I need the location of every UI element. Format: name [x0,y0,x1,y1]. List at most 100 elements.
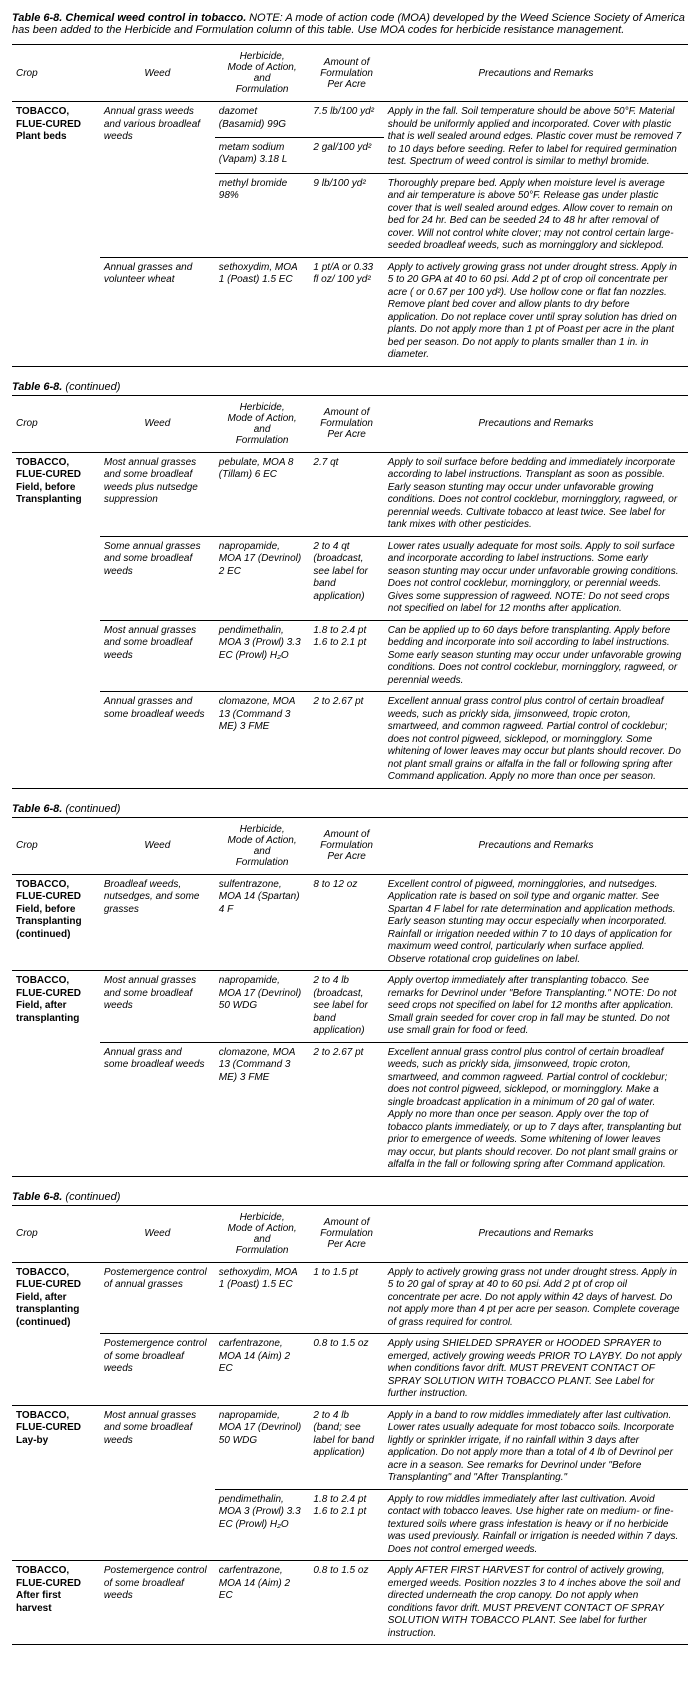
col-header-herb: Herbicide,Mode of Action,andFormulation [215,395,310,452]
amount-cell: 1 to 1.5 pt [309,1262,383,1334]
amount-cell: 2 to 4 lb (band; see label for band appl… [309,1405,383,1489]
col-header-crop: Crop [12,817,100,874]
table-row: TOBACCO, FLUE-CURED Field, after transpl… [12,1262,688,1334]
col-header-prec: Precautions and Remarks [384,1205,688,1262]
weed-cell: Most annual grasses and some broadleaf w… [100,971,215,1043]
crop-cell: TOBACCO, FLUE-CURED Field, before Transp… [12,874,100,971]
col-header-weed: Weed [100,45,215,102]
herbicide-cell: methyl bromide 98% [215,173,310,257]
precautions-cell: Apply AFTER FIRST HARVEST for control of… [384,1561,688,1645]
continued-label: Table 6-8. (continued) [12,381,688,393]
precautions-cell: Thoroughly prepare bed. Apply when moist… [384,173,688,257]
herbicide-cell: carfentrazone, MOA 14 (Aim) 2 EC [215,1334,310,1406]
weed-cell: Broadleaf weeds, nutsedges, and some gra… [100,874,215,971]
weed-cell: Most annual grasses and some broadleaf w… [100,452,215,536]
amount-cell: 2 to 4 qt (broadcast, see label for band… [309,536,383,620]
table-row: Some annual grasses and some broadleaf w… [12,536,688,620]
precautions-cell: Apply to actively growing grass not unde… [384,1262,688,1334]
table-row: TOBACCO, FLUE-CURED Plant bedsAnnual gra… [12,102,688,138]
table-row: TOBACCO, FLUE-CURED After first harvestP… [12,1561,688,1645]
herbicide-cell: sulfentrazone, MOA 14 (Spartan) 4 F [215,874,310,971]
herbicide-cell: sethoxydim, MOA 1 (Poast) 1.5 EC [215,1262,310,1334]
precautions-cell: Can be applied up to 60 days before tran… [384,620,688,692]
crop-cell: TOBACCO, FLUE-CURED Lay-by [12,1405,100,1561]
col-header-amt: Amount ofFormulationPer Acre [309,817,383,874]
table-row: TOBACCO, FLUE-CURED Lay-byMost annual gr… [12,1405,688,1489]
weed-cell: Postemergence control of some broadleaf … [100,1561,215,1645]
weed-cell: Most annual grasses and some broadleaf w… [100,620,215,692]
col-header-amt: Amount ofFormulationPer Acre [309,1205,383,1262]
weed-cell: Annual grasses and some broadleaf weeds [100,692,215,789]
table-caption: Table 6-8. Chemical weed control in toba… [12,12,688,36]
col-header-amt: Amount ofFormulationPer Acre [309,45,383,102]
continued-label: Table 6-8. (continued) [12,803,688,815]
col-header-herb: Herbicide,Mode of Action,andFormulation [215,817,310,874]
herbicide-cell: clomazone, MOA 13 (Command 3 ME) 3 FME [215,692,310,789]
precautions-cell: Excellent annual grass control plus cont… [384,1042,688,1176]
herbicide-cell: dazomet (Basamid) 99G [215,102,310,138]
amount-cell: 2.7 qt [309,452,383,536]
herbicide-table: CropWeedHerbicide,Mode of Action,andForm… [12,44,688,367]
precautions-cell: Apply to soil surface before bedding and… [384,452,688,536]
amount-cell: 0.8 to 1.5 oz [309,1334,383,1406]
crop-cell: TOBACCO, FLUE-CURED Field, before Transp… [12,452,100,788]
weed-cell: Annual grass and some broadleaf weeds [100,1042,215,1176]
amount-cell: 9 lb/100 yd² [309,173,383,257]
col-header-herb: Herbicide,Mode of Action,andFormulation [215,45,310,102]
herbicide-table: CropWeedHerbicide,Mode of Action,andForm… [12,817,688,1177]
crop-cell: TOBACCO, FLUE-CURED Plant beds [12,102,100,367]
amount-cell: 1.8 to 2.4 pt 1.6 to 2.1 pt [309,620,383,692]
col-header-weed: Weed [100,817,215,874]
table-row: Most annual grasses and some broadleaf w… [12,620,688,692]
crop-cell: TOBACCO, FLUE-CURED Field, after transpl… [12,971,100,1177]
weed-cell: Some annual grasses and some broadleaf w… [100,536,215,620]
table-row: TOBACCO, FLUE-CURED Field, before Transp… [12,874,688,971]
amount-cell: 1 pt/A or 0.33 fl oz/ 100 yd² [309,257,383,366]
table-row: TOBACCO, FLUE-CURED Field, before Transp… [12,452,688,536]
precautions-cell: Apply to actively growing grass not unde… [384,257,688,366]
amount-cell: 2 to 2.67 pt [309,692,383,789]
amount-cell: 2 to 4 lb (broadcast, see label for band… [309,971,383,1043]
crop-cell: TOBACCO, FLUE-CURED After first harvest [12,1561,100,1645]
amount-cell: 2 to 2.67 pt [309,1042,383,1176]
weed-cell: Postemergence control of annual grasses [100,1262,215,1334]
col-header-prec: Precautions and Remarks [384,395,688,452]
amount-cell: 2 gal/100 yd² [309,137,383,173]
precautions-cell: Excellent annual grass control plus cont… [384,692,688,789]
herbicide-cell: metam sodium (Vapam) 3.18 L [215,137,310,173]
col-header-amt: Amount ofFormulationPer Acre [309,395,383,452]
herbicide-cell: napropamide, MOA 17 (Devrinol) 2 EC [215,536,310,620]
table-row: Annual grasses and some broadleaf weedsc… [12,692,688,789]
precautions-cell: Lower rates usually adequate for most so… [384,536,688,620]
herbicide-cell: pebulate, MOA 8 (Tillam) 6 EC [215,452,310,536]
precautions-cell: Apply using SHIELDED SPRAYER or HOODED S… [384,1334,688,1406]
table-title: Table 6-8. Chemical weed control in toba… [12,12,246,24]
precautions-cell: Apply to row middles immediately after l… [384,1489,688,1561]
amount-cell: 8 to 12 oz [309,874,383,971]
col-header-crop: Crop [12,45,100,102]
herbicide-cell: napropamide, MOA 17 (Devrinol) 50 WDG [215,1405,310,1489]
table-row: TOBACCO, FLUE-CURED Field, after transpl… [12,971,688,1043]
amount-cell: 1.8 to 2.4 pt 1.6 to 2.1 pt [309,1489,383,1561]
herbicide-cell: clomazone, MOA 13 (Command 3 ME) 3 FME [215,1042,310,1176]
herbicide-table: CropWeedHerbicide,Mode of Action,andForm… [12,1205,688,1646]
col-header-crop: Crop [12,1205,100,1262]
col-header-weed: Weed [100,1205,215,1262]
herbicide-cell: napropamide, MOA 17 (Devrinol) 50 WDG [215,971,310,1043]
weed-cell: Annual grasses and volunteer wheat [100,257,215,366]
table-row: Postemergence control of some broadleaf … [12,1334,688,1406]
weed-cell: Most annual grasses and some broadleaf w… [100,1405,215,1561]
weed-cell: Annual grass weeds and various broadleaf… [100,102,215,258]
col-header-prec: Precautions and Remarks [384,45,688,102]
table-row: Annual grass and some broadleaf weedsclo… [12,1042,688,1176]
weed-cell: Postemergence control of some broadleaf … [100,1334,215,1406]
table-row: Annual grasses and volunteer wheatsethox… [12,257,688,366]
herbicide-cell: carfentrazone, MOA 14 (Aim) 2 EC [215,1561,310,1645]
herbicide-cell: pendimethalin, MOA 3 (Prowl) 3.3 EC (Pro… [215,620,310,692]
precautions-cell: Apply in a band to row middles immediate… [384,1405,688,1489]
amount-cell: 0.8 to 1.5 oz [309,1561,383,1645]
precautions-cell: Apply overtop immediately after transpla… [384,971,688,1043]
amount-cell: 7.5 lb/100 yd² [309,102,383,138]
tables-container: CropWeedHerbicide,Mode of Action,andForm… [12,44,688,1645]
col-header-crop: Crop [12,395,100,452]
